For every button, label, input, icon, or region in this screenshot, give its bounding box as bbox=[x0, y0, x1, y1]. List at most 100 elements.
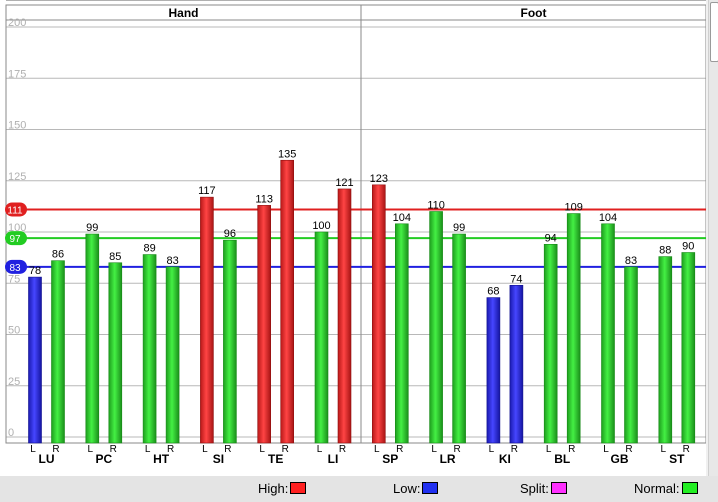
meridian-label-ki: KI bbox=[499, 452, 511, 466]
side-label: L bbox=[603, 444, 609, 455]
bar-pc-r bbox=[108, 262, 123, 444]
legend-normal: Normal: bbox=[634, 480, 698, 496]
data-label: 83 bbox=[625, 255, 637, 267]
chart-area: 0 25 50 75 100 125 150 175 200 Hand Foot 111 97 83 78 L… bbox=[0, 0, 706, 476]
group-header-foot: Foot bbox=[521, 6, 547, 20]
data-label: 96 bbox=[224, 228, 236, 240]
side-label: L bbox=[489, 444, 495, 455]
y-tick-label: 100 bbox=[8, 222, 26, 234]
legend-low: Low: bbox=[393, 480, 439, 496]
bar-lr-r bbox=[452, 233, 466, 444]
bar-lr-l bbox=[429, 211, 443, 444]
meridian-label-li: LI bbox=[328, 452, 339, 466]
scrollbar-thumb[interactable] bbox=[710, 2, 718, 62]
bar-te-r bbox=[280, 159, 295, 444]
vertical-scrollbar[interactable] bbox=[708, 0, 718, 476]
bar-te-l bbox=[257, 205, 272, 444]
legend-split-label: Split: bbox=[520, 480, 549, 496]
y-tick-label: 75 bbox=[8, 273, 20, 285]
group-header-hand: Hand bbox=[169, 6, 199, 20]
bar-li-r bbox=[337, 188, 352, 444]
bar-li-l bbox=[314, 231, 329, 444]
side-label: R bbox=[52, 444, 59, 455]
y-tick-label: 0 bbox=[8, 427, 14, 439]
data-label: 123 bbox=[370, 173, 388, 185]
side-label: R bbox=[453, 444, 460, 455]
data-label: 74 bbox=[510, 273, 522, 285]
meridian-bar-chart: 0 25 50 75 100 125 150 175 200 Hand Foot 111 97 83 78 L… bbox=[5, 0, 706, 466]
meridian-label-lu: LU bbox=[39, 452, 55, 466]
meridian-label-sp: SP bbox=[382, 452, 398, 466]
reference-value-label: 97 bbox=[9, 234, 21, 245]
side-label: L bbox=[202, 444, 208, 455]
data-label: 109 bbox=[565, 202, 583, 214]
bar-gb-r bbox=[624, 266, 638, 444]
reference-badge bbox=[5, 259, 27, 274]
data-label: 113 bbox=[255, 193, 273, 205]
side-label: L bbox=[88, 444, 94, 455]
meridian-label-te: TE bbox=[268, 452, 283, 466]
legend-low-swatch bbox=[422, 482, 439, 494]
meridian-label-st: ST bbox=[669, 452, 685, 466]
side-label: R bbox=[568, 444, 575, 455]
side-label: R bbox=[167, 444, 174, 455]
bar-lu-r bbox=[51, 260, 65, 444]
side-label: R bbox=[339, 444, 346, 455]
data-label: 99 bbox=[86, 222, 98, 234]
bar-si-l bbox=[200, 196, 214, 444]
bar-st-l bbox=[658, 256, 673, 444]
y-tick-label: 175 bbox=[8, 68, 26, 80]
side-label: L bbox=[317, 444, 323, 455]
side-label: L bbox=[259, 444, 265, 455]
side-label: L bbox=[431, 444, 437, 455]
side-label: L bbox=[374, 444, 380, 455]
data-label: 121 bbox=[335, 177, 353, 189]
y-tick-label: 125 bbox=[8, 171, 26, 183]
legend-high-label: High: bbox=[258, 480, 289, 496]
legend-normal-swatch bbox=[681, 482, 698, 494]
legend-normal-label: Normal: bbox=[634, 480, 680, 496]
data-label: 68 bbox=[487, 286, 499, 298]
reference-badge bbox=[5, 231, 27, 246]
data-label: 86 bbox=[52, 249, 64, 261]
y-tick-label: 25 bbox=[8, 376, 20, 388]
bar-lu-l bbox=[28, 276, 42, 444]
bar-gb-l bbox=[601, 223, 615, 444]
side-label: L bbox=[30, 444, 36, 455]
meridian-label-gb: GB bbox=[611, 452, 629, 466]
data-label: 89 bbox=[143, 243, 155, 255]
y-tick-label: 50 bbox=[8, 325, 20, 337]
data-label: 85 bbox=[109, 251, 121, 263]
side-label: R bbox=[110, 444, 117, 455]
data-label: 104 bbox=[599, 212, 617, 224]
legend-high-swatch bbox=[290, 482, 307, 494]
side-label: R bbox=[282, 444, 289, 455]
data-label: 94 bbox=[545, 232, 557, 244]
bar-pc-l bbox=[85, 233, 100, 444]
bar-sp-l bbox=[371, 184, 386, 444]
side-label: R bbox=[683, 444, 690, 455]
bar-si-r bbox=[223, 239, 237, 444]
meridian-label-bl: BL bbox=[554, 452, 570, 466]
reference-badge bbox=[5, 202, 27, 217]
legend-low-label: Low: bbox=[393, 480, 421, 496]
bar-sp-r bbox=[394, 223, 409, 444]
data-label: 110 bbox=[427, 200, 445, 212]
data-label: 104 bbox=[393, 212, 411, 224]
side-label: R bbox=[511, 444, 518, 455]
reference-value-label: 111 bbox=[7, 205, 23, 216]
bar-st-r bbox=[681, 252, 696, 444]
data-label: 83 bbox=[166, 255, 178, 267]
data-label: 99 bbox=[453, 222, 465, 234]
meridian-label-si: SI bbox=[213, 452, 224, 466]
y-tick-label: 200 bbox=[8, 17, 26, 29]
bar-bl-r bbox=[566, 213, 581, 444]
data-label: 100 bbox=[312, 220, 330, 232]
side-label: L bbox=[661, 444, 667, 455]
side-label: L bbox=[546, 444, 552, 455]
data-label: 88 bbox=[659, 245, 671, 257]
bar-bl-l bbox=[543, 244, 558, 444]
bar-ht-l bbox=[142, 254, 157, 444]
data-label: 90 bbox=[682, 241, 694, 253]
reference-value-label: 83 bbox=[9, 263, 21, 274]
